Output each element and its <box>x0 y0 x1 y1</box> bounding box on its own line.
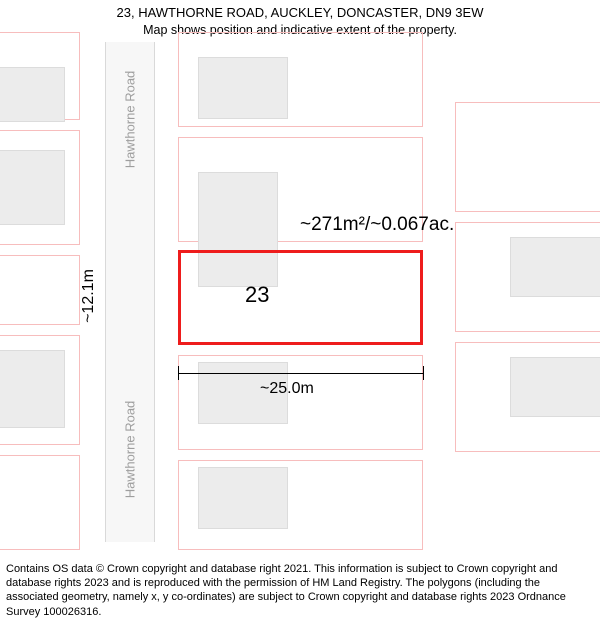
width-tick-left <box>178 366 179 380</box>
road-label-bottom: Hawthorne Road <box>123 401 138 499</box>
building-footprint <box>0 67 65 122</box>
height-label: ~12.1m <box>80 269 98 323</box>
map-canvas: Hawthorne Road Hawthorne Road 23 ~271m²/… <box>0 42 600 542</box>
road-label-top: Hawthorne Road <box>123 71 138 169</box>
building-footprint <box>0 150 65 225</box>
area-label: ~271m²/~0.067ac. <box>300 214 454 236</box>
width-dimension-line <box>178 373 423 374</box>
building-footprint <box>510 357 600 417</box>
highlighted-property <box>178 250 423 345</box>
building-footprint <box>198 57 288 119</box>
road: Hawthorne Road Hawthorne Road <box>105 42 155 542</box>
width-tick-right <box>423 366 424 380</box>
width-label: ~25.0m <box>260 380 314 398</box>
copyright-footer: Contains OS data © Crown copyright and d… <box>0 558 600 625</box>
building-footprint <box>0 350 65 428</box>
parcel-boundary <box>0 455 80 550</box>
building-footprint <box>510 237 600 297</box>
building-footprint <box>198 467 288 529</box>
parcel-boundary <box>455 102 600 212</box>
parcel-boundary <box>0 255 80 325</box>
property-number: 23 <box>245 282 269 308</box>
address-title: 23, HAWTHORNE ROAD, AUCKLEY, DONCASTER, … <box>8 4 592 22</box>
